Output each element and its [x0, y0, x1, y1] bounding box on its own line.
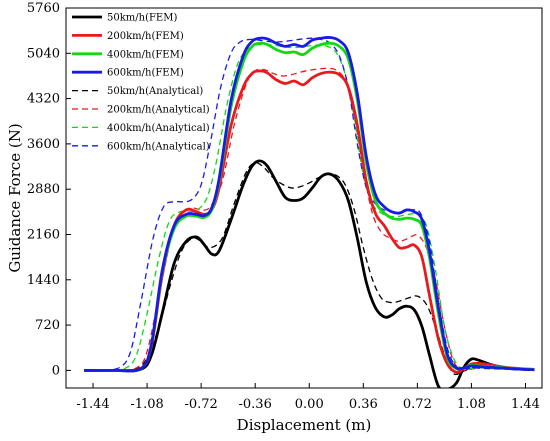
legend: 50km/h(FEM) 200km/h(FEM) 400km/h(FEM) 600km… [72, 13, 210, 152]
series-line-50km-h-fem [84, 159, 535, 388]
x-tick-label: -0.72 [184, 397, 217, 412]
series-layer [84, 36, 535, 388]
x-axis: -1.44 -1.08 -0.72 -0.36 0.00 0.36 0.72 1.08 1.44 [76, 383, 540, 412]
x-tick-label: 0.36 [349, 397, 378, 412]
legend-label-600km-h-analytical: 600km/h(Analytical) [107, 141, 210, 152]
legend-label-50km-h-analytical: 50km/h(Analytical) [107, 86, 203, 97]
x-axis-title: Displacement (m) [237, 416, 372, 434]
x-tick-label: 0.00 [295, 397, 324, 412]
legend-label-50km-h-fem: 50km/h(FEM) [107, 13, 177, 24]
plot-frame [65, 7, 543, 389]
y-tick-label: 720 [35, 318, 60, 333]
y-tick-label: 2160 [27, 227, 60, 242]
legend-label-200km-h-analytical: 200km/h(Analytical) [107, 105, 210, 116]
x-tick-label: 0.72 [403, 397, 432, 412]
y-tick-label: 3600 [27, 137, 60, 152]
y-axis-title: Guidance Force (N) [6, 123, 24, 272]
y-tick-label: 2880 [27, 182, 60, 197]
x-tick-label: -0.36 [239, 397, 272, 412]
x-tick-label: -1.08 [130, 397, 163, 412]
y-tick-label: 5040 [27, 46, 60, 61]
y-axis: 0 720 1440 2160 2880 3600 4320 5040 5760 [27, 1, 71, 378]
x-tick-label: 1.08 [457, 397, 486, 412]
x-tick-label: -1.44 [76, 397, 109, 412]
series-line-600km-h-analytical [84, 37, 535, 372]
legend-label-200km-h-fem: 200km/h(FEM) [107, 31, 184, 42]
legend-label-400km-h-analytical: 400km/h(Analytical) [107, 123, 210, 134]
series-line-600km-h-fem [84, 36, 535, 373]
x-tick-label: 1.44 [511, 397, 540, 412]
series-line-200km-h-fem [84, 69, 535, 374]
y-tick-label: 0 [52, 363, 60, 378]
legend-label-400km-h-fem: 400km/h(FEM) [107, 49, 184, 60]
legend-label-600km-h-fem: 600km/h(FEM) [107, 68, 184, 79]
y-tick-label: 4320 [27, 92, 60, 107]
y-tick-label: 5760 [27, 1, 60, 16]
y-tick-label: 1440 [27, 273, 60, 288]
